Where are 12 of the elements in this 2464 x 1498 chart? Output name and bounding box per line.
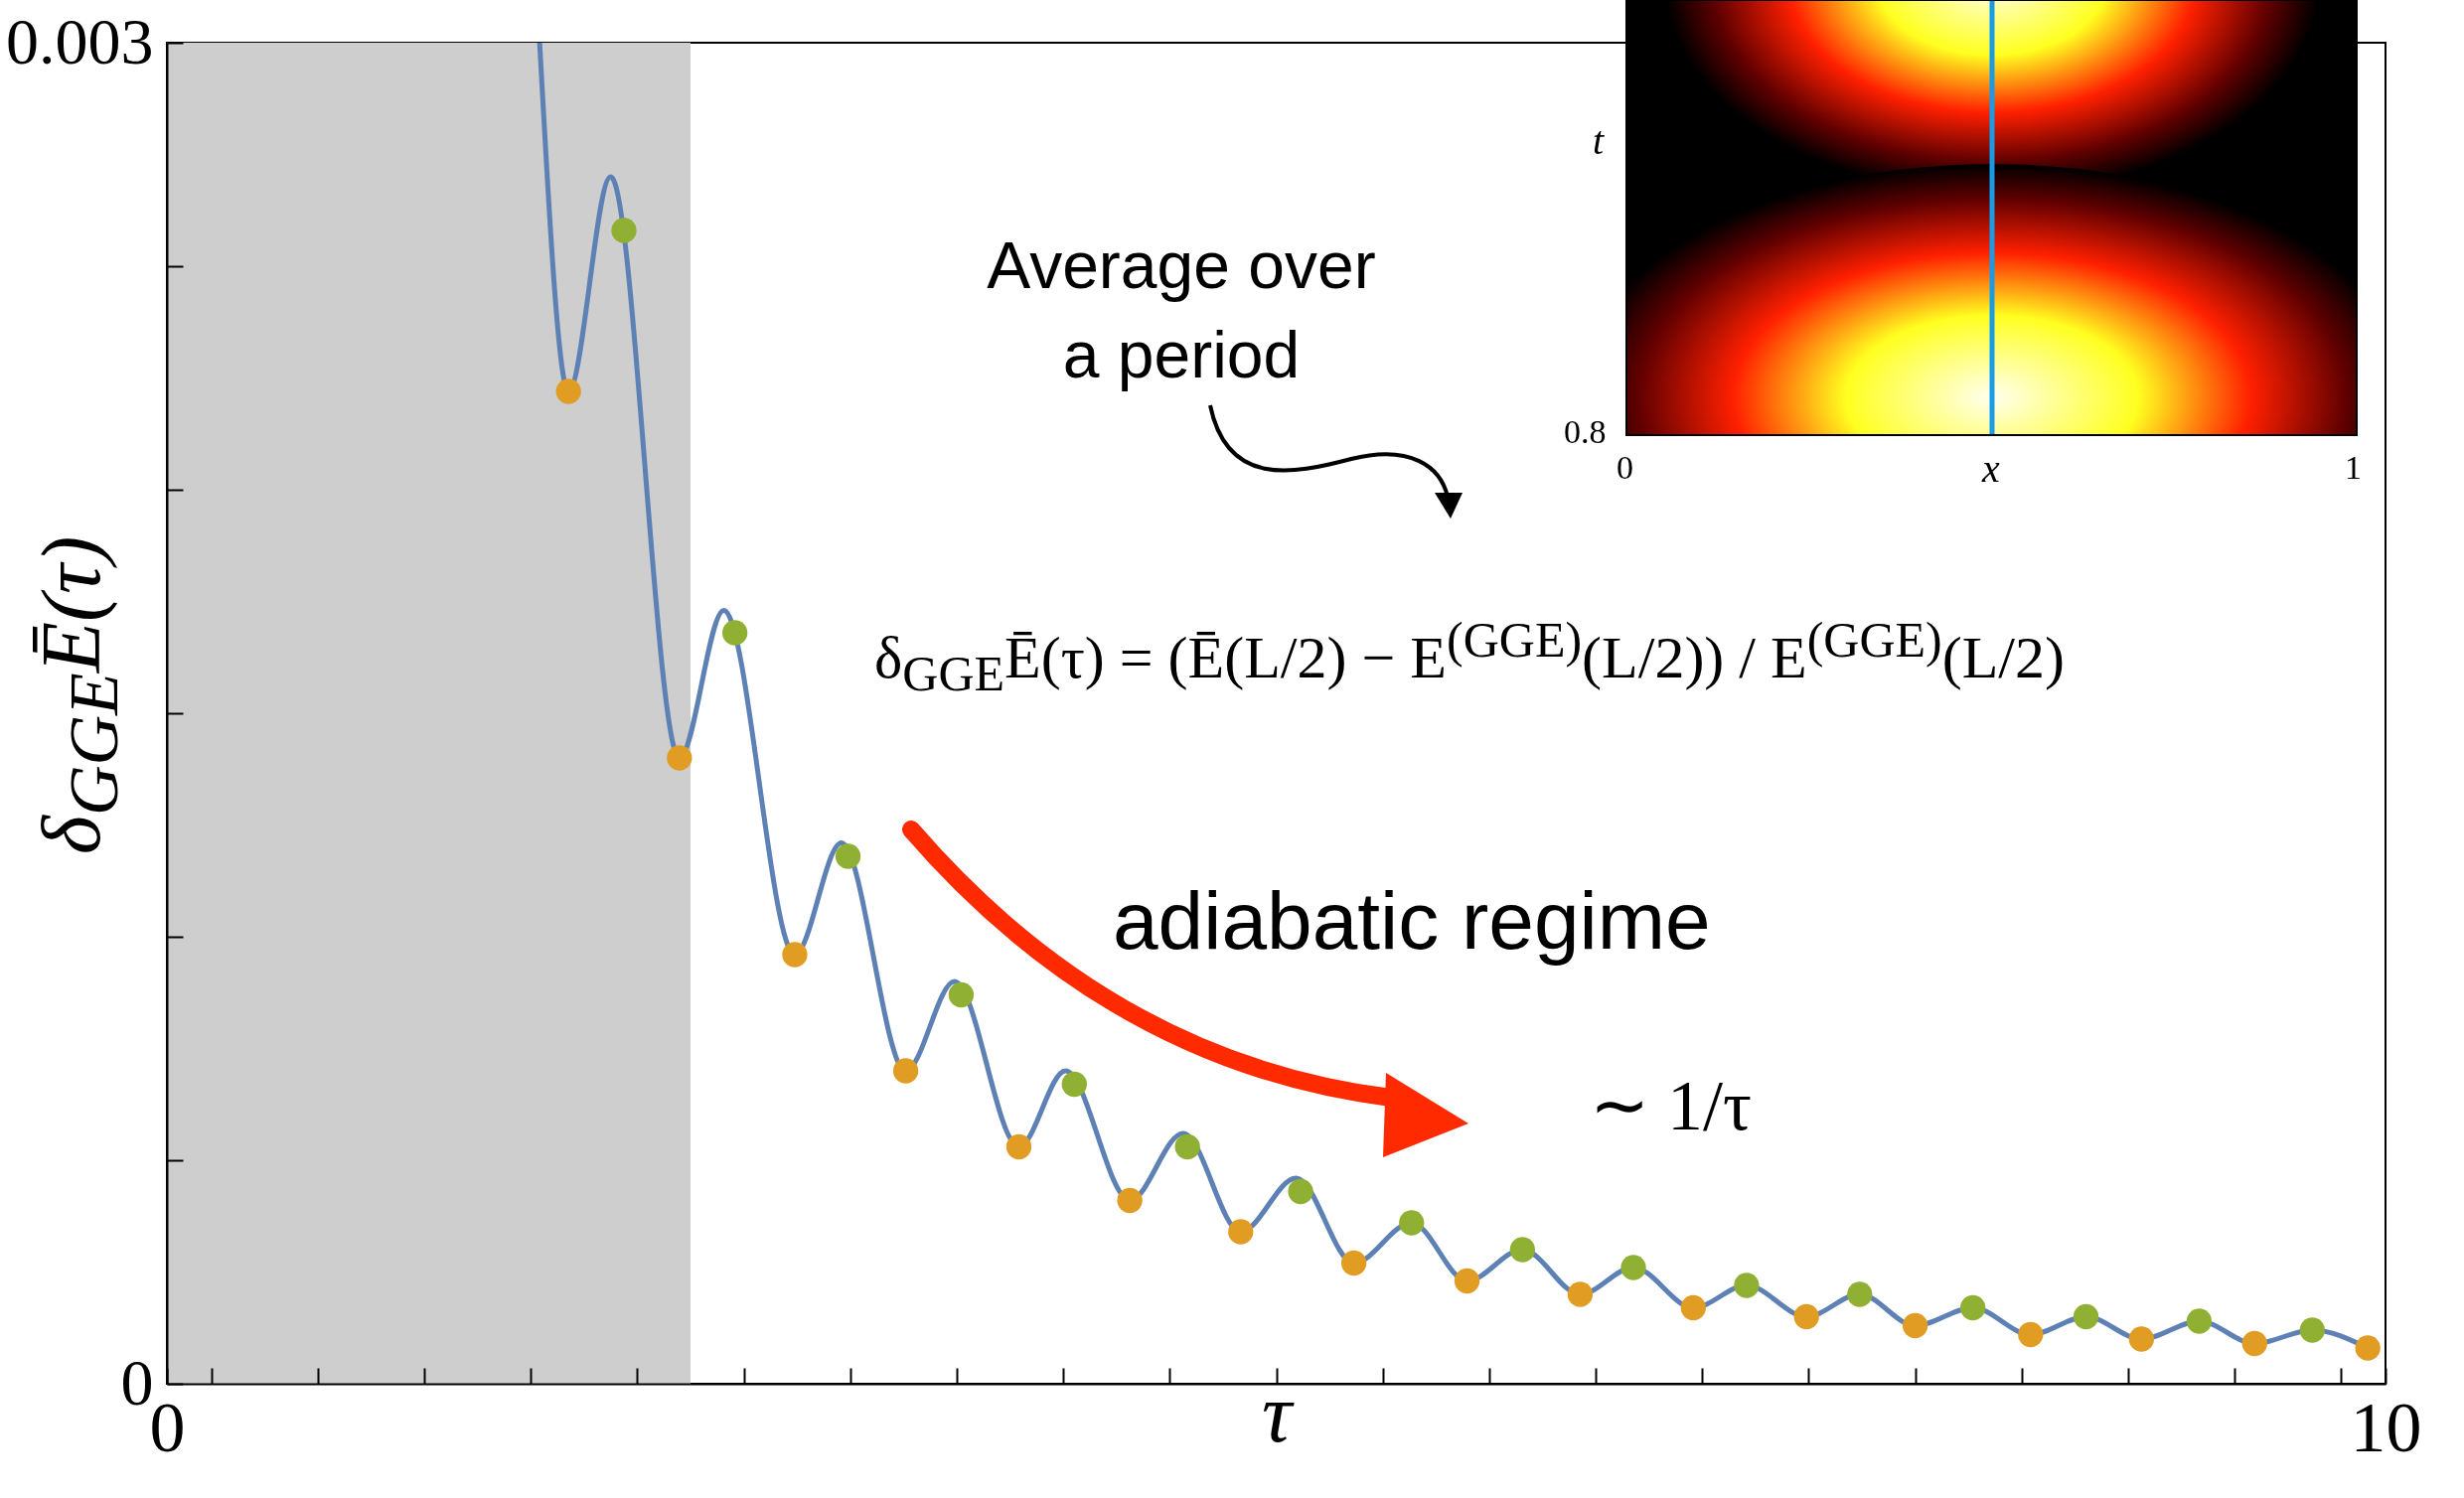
annotation: adiabatic regime bbox=[1113, 874, 1711, 968]
annotation: δ$_{GGE}$Ē(τ) = (Ē(L/2) − E$^{(GGE)}$(L/2)) / E$^{(GGE)}$(L/2) bbox=[874, 611, 2066, 702]
annotation: Average over a period bbox=[986, 227, 1377, 393]
annotation: 0.8 bbox=[1564, 413, 1607, 451]
annotation: 0 bbox=[1617, 449, 1633, 487]
annotation: ∼ 1/τ bbox=[1590, 1065, 1752, 1147]
annotation: t bbox=[1593, 117, 1605, 164]
x-tick-label: 10 bbox=[2350, 1387, 2422, 1467]
y-tick-label: 0.003 bbox=[6, 4, 154, 77]
x-axis-title: τ bbox=[1261, 1366, 1295, 1459]
annotation: x bbox=[1982, 445, 2000, 492]
annotation: 1 bbox=[2345, 449, 2362, 487]
